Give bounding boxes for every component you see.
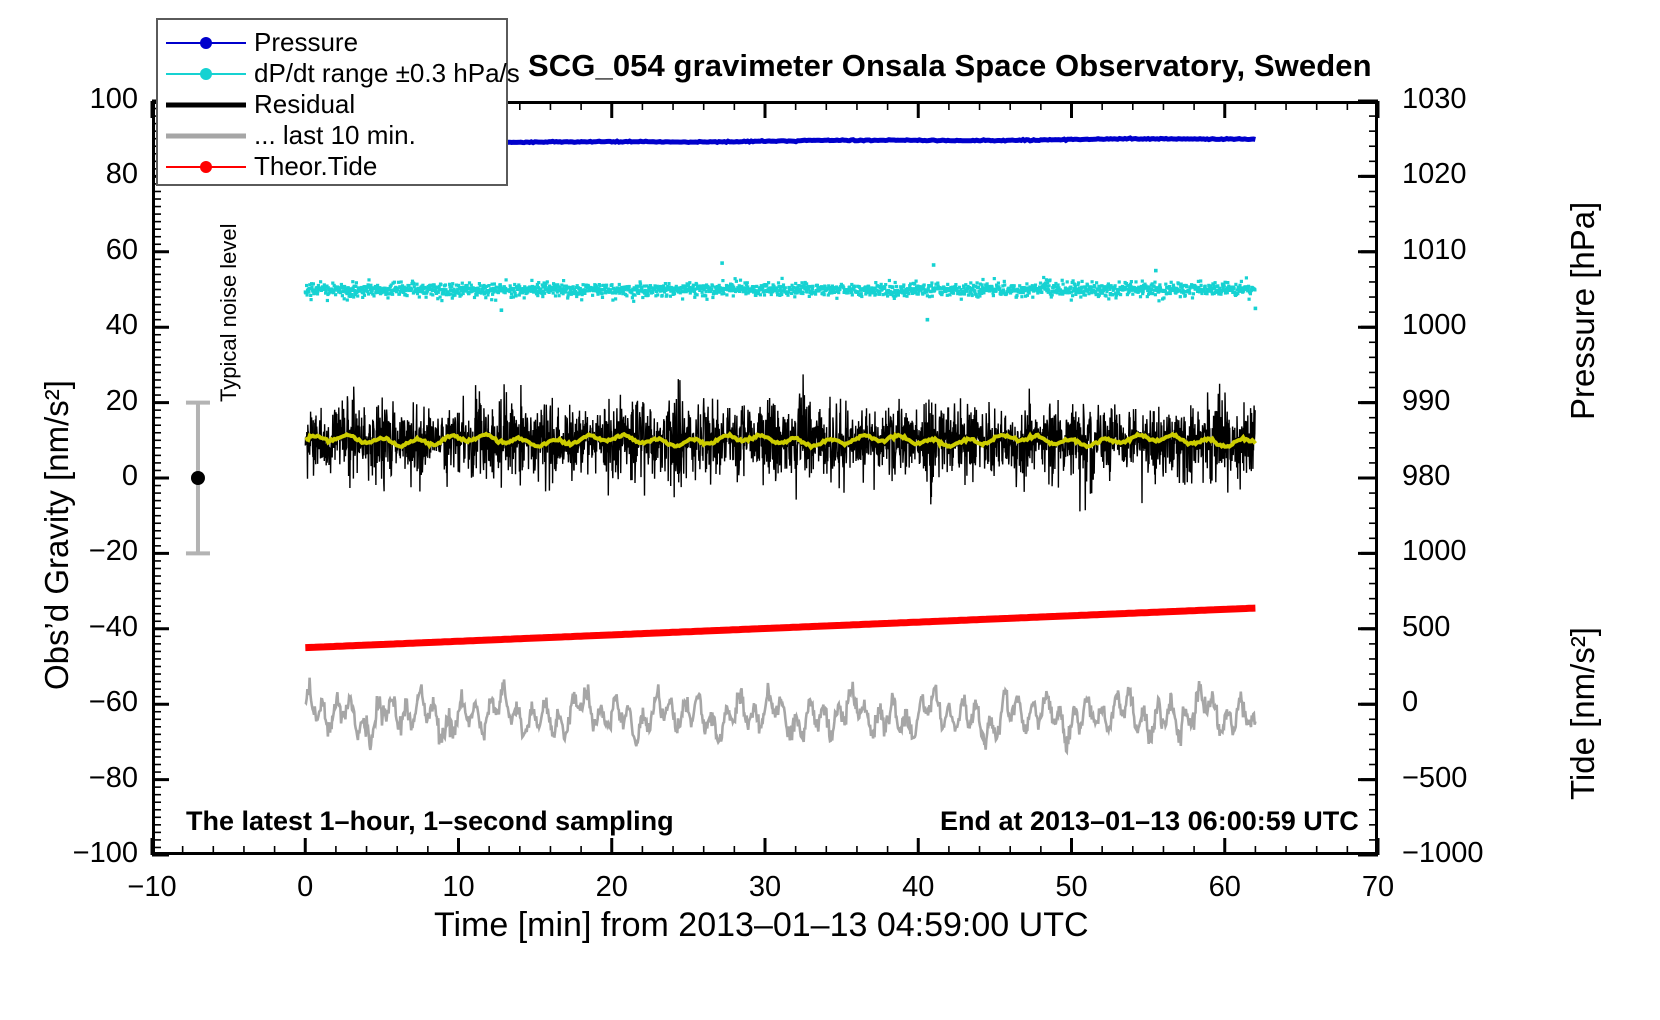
y-tick-label: −40 bbox=[88, 610, 138, 643]
y-tick-label: 40 bbox=[105, 309, 138, 342]
noise-level-center-dot bbox=[190, 471, 205, 485]
legend-swatch-icon bbox=[158, 120, 254, 151]
x-tick-label: 40 bbox=[902, 871, 935, 903]
data-series-layer bbox=[185, 135, 1258, 756]
y-tick-label: −20 bbox=[88, 535, 138, 568]
y-tick-label: 80 bbox=[105, 158, 138, 191]
x-tick-label: 30 bbox=[748, 871, 782, 903]
tide-tick-label: −500 bbox=[1402, 761, 1468, 794]
x-tick-label: 0 bbox=[297, 871, 314, 903]
legend-item-label: Pressure bbox=[254, 27, 359, 57]
y-tick-label: 0 bbox=[121, 460, 138, 492]
pressure-axis-title: Pressure [hPa] bbox=[1564, 201, 1601, 420]
x-axis-title: Time [min] from 2013–01–13 04:59:00 UTC bbox=[434, 906, 1089, 944]
legend-swatch-icon bbox=[158, 151, 254, 182]
y-axis-title: Obs’d Gravity [nm/s²] bbox=[38, 380, 75, 690]
plot-area bbox=[152, 101, 1378, 855]
x-tick-label: 60 bbox=[1208, 871, 1241, 903]
pressure-tick-label: 980 bbox=[1402, 460, 1451, 492]
pressure-tick-label: 1000 bbox=[1402, 309, 1467, 342]
footer-note-right: End at 2013–01–13 06:00:59 UTC bbox=[940, 806, 1359, 836]
pressure-tick-label: 1030 bbox=[1402, 83, 1467, 115]
pressure-tick-label: 990 bbox=[1402, 384, 1451, 417]
legend-marker-dot bbox=[200, 36, 212, 49]
y-tick-label: −100 bbox=[72, 837, 138, 869]
x-tick-label: 20 bbox=[595, 871, 628, 903]
footer-note-left: The latest 1–hour, 1–second sampling bbox=[186, 806, 674, 836]
legend-item-label: Residual bbox=[254, 89, 356, 119]
x-tick-label: 10 bbox=[442, 871, 475, 903]
tide-tick-label: 1000 bbox=[1402, 535, 1467, 568]
legend-swatch-icon bbox=[158, 27, 254, 58]
tide-axis-title: Tide [nm/s²] bbox=[1564, 627, 1601, 800]
y-tick-label: 100 bbox=[89, 83, 138, 115]
legend-swatch-icon bbox=[158, 89, 254, 120]
y-tick-label: 20 bbox=[105, 384, 138, 417]
legend-item-label: Theor.Tide bbox=[254, 151, 378, 181]
y-tick-label: −80 bbox=[88, 761, 138, 794]
x-tick-label: 70 bbox=[1361, 871, 1395, 903]
x-tick-label: −10 bbox=[127, 871, 177, 903]
legend-item-2[interactable]: Residual bbox=[158, 89, 506, 120]
legend-item-4[interactable]: Theor.Tide bbox=[158, 151, 506, 182]
series-pressure bbox=[504, 135, 1256, 146]
tide-tick-label: 500 bbox=[1402, 610, 1451, 643]
series-theor-tide bbox=[305, 604, 1256, 652]
y-tick-label: −60 bbox=[88, 686, 138, 719]
tide-tick-label: 0 bbox=[1402, 686, 1419, 719]
y-tick-label: 60 bbox=[105, 233, 138, 266]
legend-item-label: ... last 10 min. bbox=[254, 120, 416, 150]
legend-item-label: dP/dt range ±0.3 hPa/s bbox=[254, 58, 520, 88]
legend-swatch-icon bbox=[158, 58, 254, 89]
chart-title: SCG_054 gravimeter Onsala Space Observat… bbox=[528, 48, 1372, 83]
typical-noise-level-errorbar bbox=[185, 400, 210, 556]
series-last-10-min bbox=[304, 677, 1257, 756]
legend-marker-dot bbox=[200, 67, 212, 80]
pressure-tick-label: 1020 bbox=[1402, 158, 1467, 191]
tide-tick-label: −1000 bbox=[1402, 837, 1484, 869]
legend-marker-dot bbox=[200, 160, 212, 173]
legend-item-0[interactable]: Pressure bbox=[158, 27, 506, 58]
x-tick-label: 50 bbox=[1055, 871, 1088, 903]
pressure-tick-label: 1010 bbox=[1402, 233, 1467, 266]
series-dpdt-scatter bbox=[303, 261, 1258, 322]
legend-item-3[interactable]: ... last 10 min. bbox=[158, 120, 506, 151]
typical-noise-level-label: Typical noise level bbox=[216, 223, 241, 402]
legend-box: Pressure dP/dt range ±0.3 hPa/s Residual..… bbox=[156, 18, 520, 186]
series-residual-smoothed bbox=[304, 431, 1257, 451]
legend-item-1[interactable]: dP/dt range ±0.3 hPa/s bbox=[158, 58, 520, 89]
